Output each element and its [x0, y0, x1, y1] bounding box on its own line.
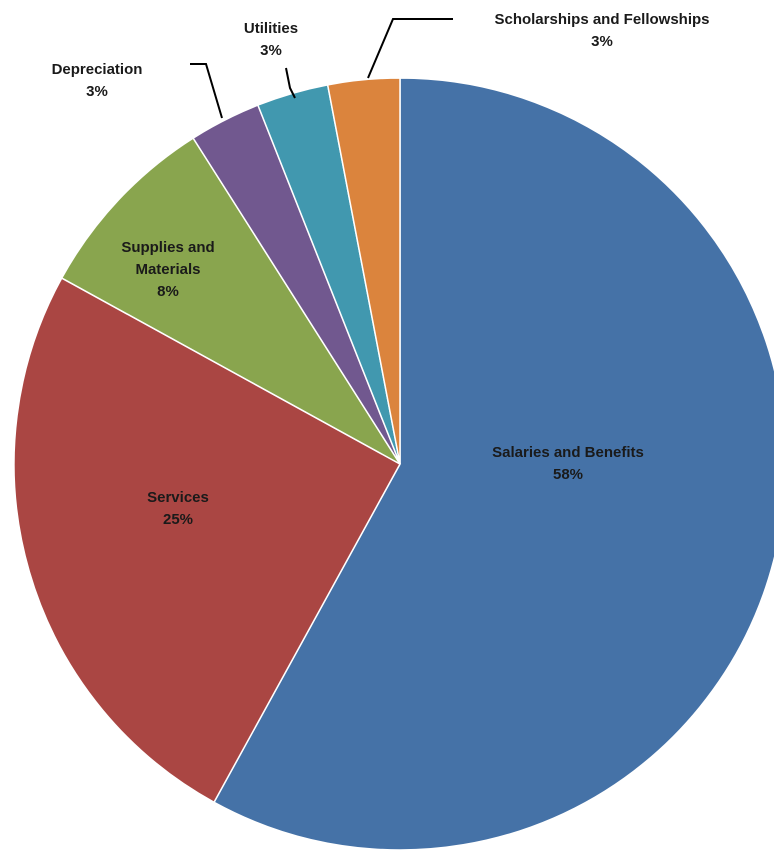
slice-label-salaries-and-benefits: Salaries and Benefits 58% [492, 444, 644, 483]
slice-name: Materials [135, 261, 200, 278]
slice-name: Utilities [244, 20, 298, 37]
slice-labels: Salaries and Benefits 58% Services 25% Suppl… [52, 11, 710, 528]
slice-percent: 3% [260, 42, 282, 59]
slice-name: Depreciation [52, 61, 143, 78]
slice-percent: 3% [591, 33, 613, 50]
slice-percent: 25% [163, 511, 193, 528]
leader-line-utilities [285, 67, 296, 99]
pie-slice-services [13, 277, 402, 804]
slice-name: Scholarships and Fellowships [494, 11, 709, 28]
slice-percent: 8% [157, 283, 179, 300]
slice-percent: 58% [553, 466, 583, 483]
slice-name: Services [147, 489, 209, 506]
pie-slices [13, 77, 774, 850]
slice-label-depreciation: Depreciation 3% [52, 61, 143, 100]
pie-slice-supplies-and-materials [60, 137, 401, 465]
slice-label-supplies-and-materials: Supplies and Materials 8% [121, 239, 214, 300]
slice-label-services: Services 25% [147, 489, 209, 528]
slice-name: Salaries and Benefits [492, 444, 644, 461]
pie-slice-scholarships-and-fellowships [326, 77, 401, 465]
slice-label-scholarships-and-fellowships: Scholarships and Fellowships 3% [494, 11, 709, 50]
leader-line-scholarships-and-fellowships [367, 18, 453, 79]
slice-percent: 3% [86, 83, 108, 100]
leader-line-depreciation [190, 63, 223, 119]
slice-label-utilities: Utilities 3% [244, 20, 298, 59]
slice-name: Supplies and [121, 239, 214, 256]
leader-lines [190, 18, 453, 119]
